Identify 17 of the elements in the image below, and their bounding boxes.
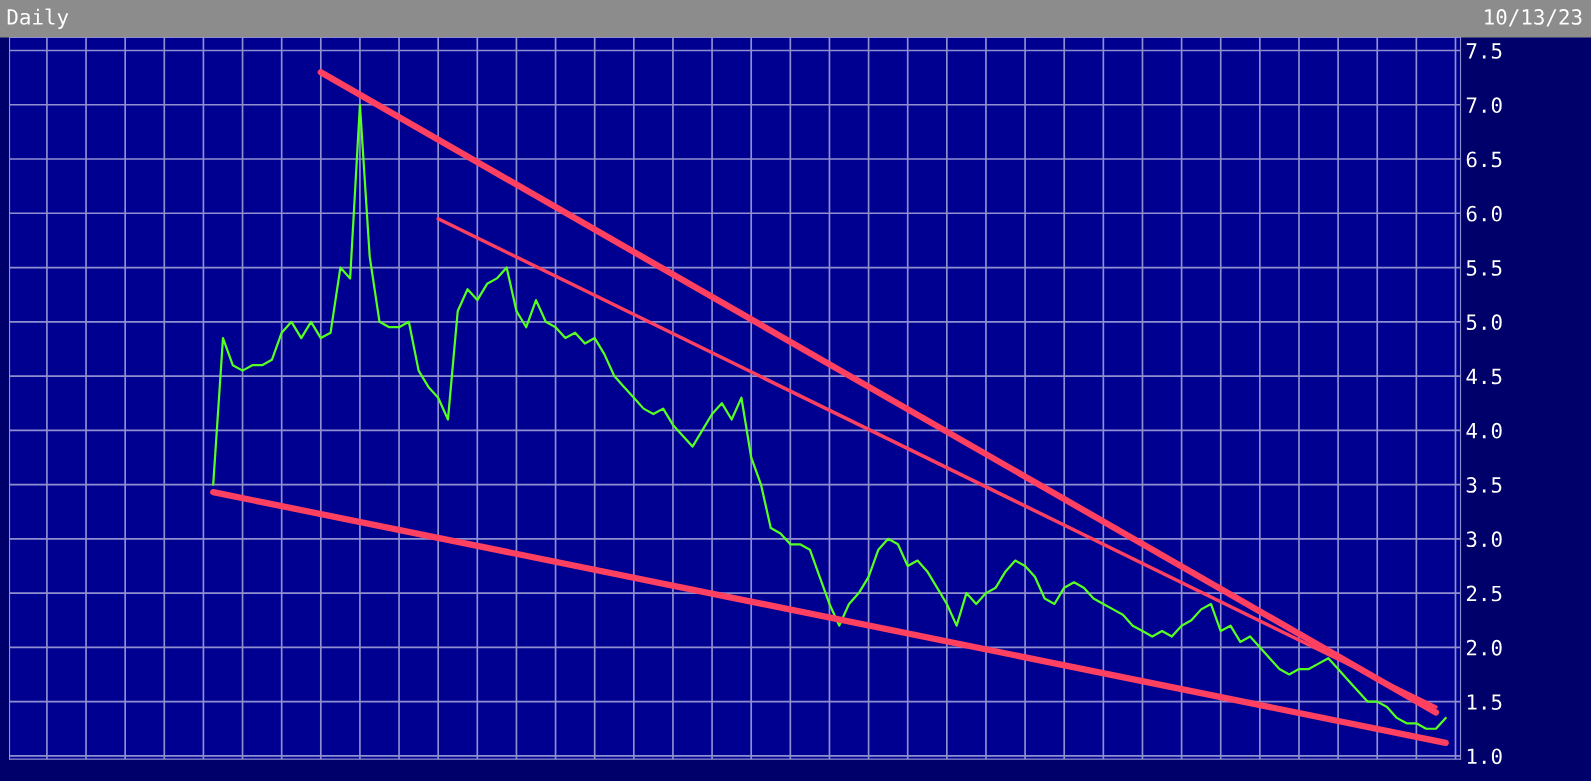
- y-tick-label: 1.0: [1467, 748, 1502, 765]
- y-tick-label: 4.0: [1466, 422, 1502, 439]
- y-tick-label: 3.5: [1466, 477, 1502, 493]
- y-tick-label: 7.0: [1466, 97, 1502, 114]
- y-tick-label: 5.0: [1466, 314, 1502, 331]
- y-tick-label: 3.0: [1466, 531, 1502, 548]
- text: 10/13/23: [1485, 9, 1582, 27]
- y-tick-label: 5.5: [1466, 260, 1502, 276]
- y-tick-label: 6.0: [1466, 205, 1502, 222]
- y-tick-label: 2.0: [1466, 639, 1502, 656]
- y-tick-label: 4.5: [1466, 368, 1502, 385]
- line-series: [212, 103, 1447, 730]
- y-tick-label: 1.5: [1467, 694, 1502, 710]
- y-tick-label: 6.5: [1466, 151, 1502, 168]
- y-tick-label: 2.5: [1466, 585, 1502, 602]
- y-tick-label: 7.5: [1466, 43, 1502, 59]
- text: Daily: [7, 8, 69, 29]
